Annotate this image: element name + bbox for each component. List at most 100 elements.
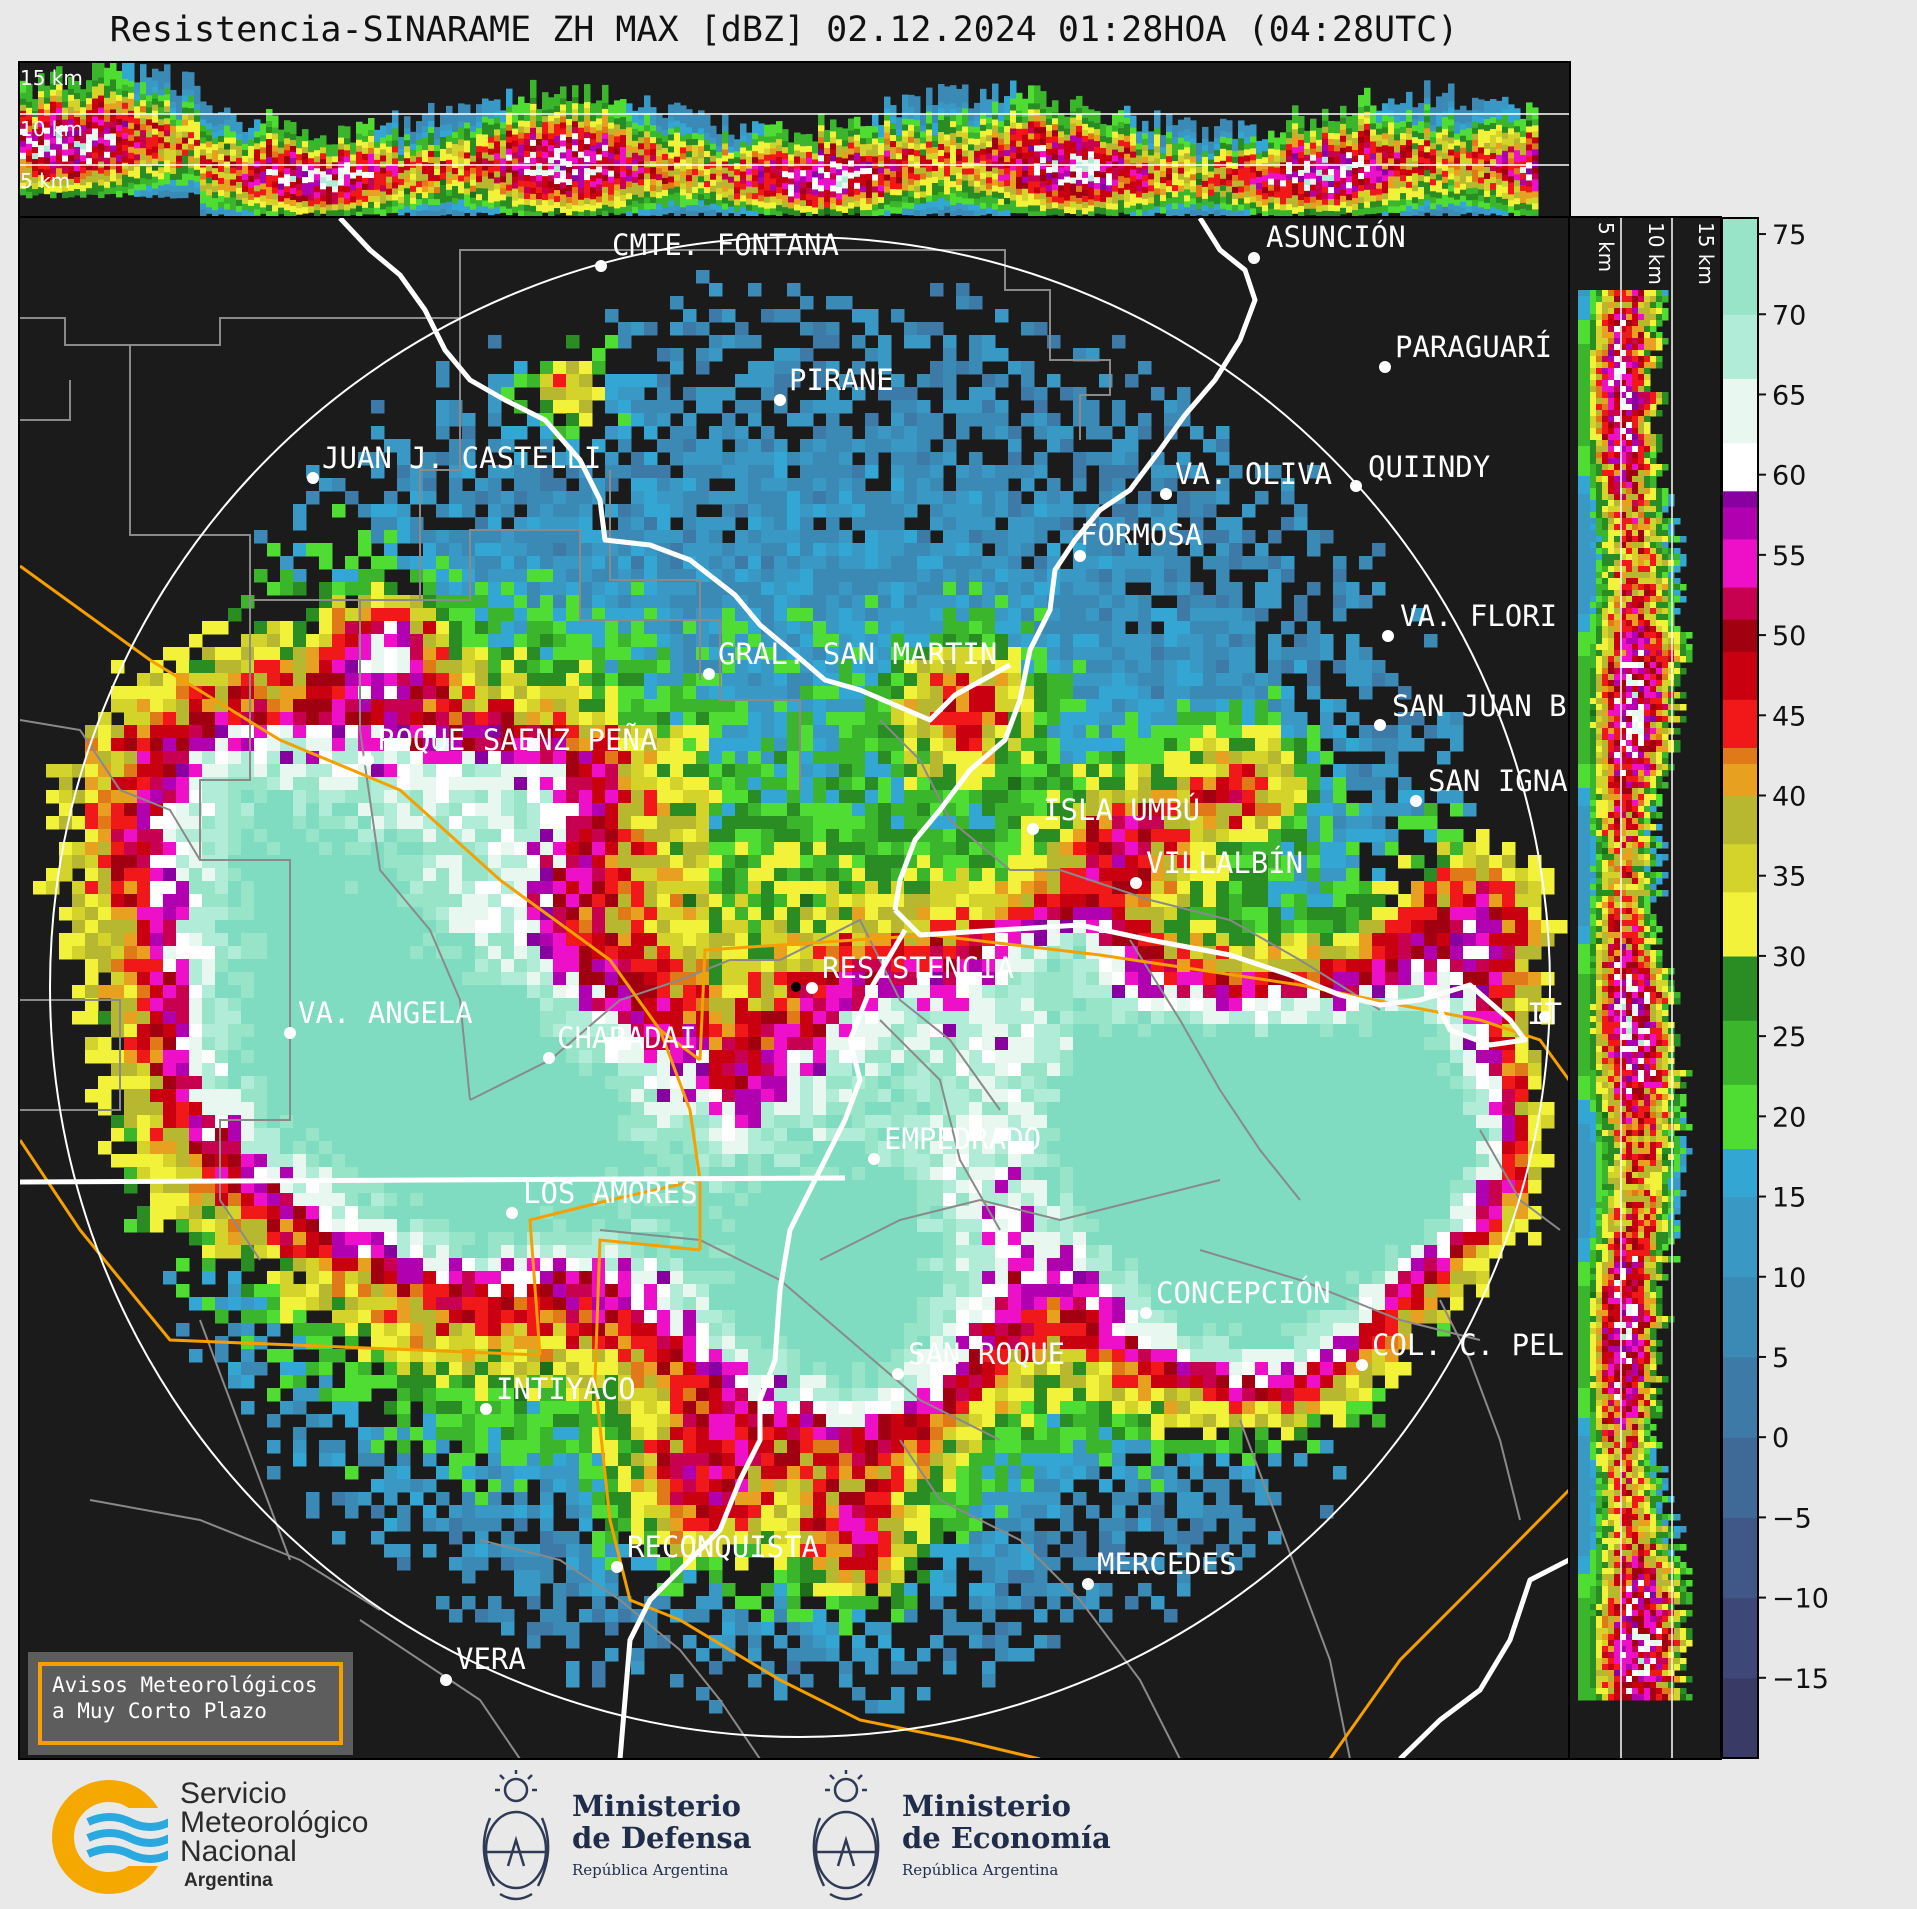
city-dot — [480, 1403, 492, 1415]
right-level-10km: 10 km — [1644, 222, 1668, 285]
colorbar-swatch — [1722, 1212, 1758, 1230]
department-borders — [20, 249, 1561, 1758]
colorbar-swatch — [1722, 1629, 1758, 1647]
city-marker: SAN IGNA — [1410, 764, 1568, 807]
right-level-15km: 15 km — [1694, 222, 1718, 285]
city-label: INTIYACO — [496, 1372, 636, 1406]
city-marker: CONCEPCIÓN — [1140, 1276, 1331, 1319]
city-dot — [1130, 877, 1142, 889]
city-dot — [1082, 1578, 1094, 1590]
colorbar-swatch — [1722, 667, 1758, 684]
colorbar-swatch — [1722, 1373, 1758, 1390]
city-label: ROQUE SAENZ PEÑA — [378, 723, 657, 757]
right-level-5km: 5 km — [1594, 222, 1618, 272]
colorbar-swatch — [1722, 1084, 1758, 1101]
national-coat-of-arms-icon — [812, 1770, 880, 1901]
city-marker: PARAGUARÍ — [1379, 330, 1552, 373]
colorbar-swatch — [1722, 891, 1758, 909]
city-marker: RECONQUISTA — [611, 1530, 819, 1573]
colorbar-swatches — [1722, 218, 1758, 1759]
colorbar-swatch — [1722, 1469, 1758, 1486]
colorbar-swatch — [1722, 1340, 1758, 1358]
colorbar-swatch — [1722, 1485, 1758, 1502]
colorbar-tick-label: 50 — [1772, 621, 1806, 652]
city-dot — [440, 1674, 452, 1686]
right-cross-section-echo — [1578, 290, 1693, 1701]
city-label: SAN JUAN B — [1392, 689, 1567, 723]
city-marker: SAN JUAN B — [1374, 689, 1567, 731]
city-marker: VA. OLIVA — [1160, 457, 1332, 500]
colorbar-tick-label: 75 — [1772, 220, 1806, 251]
economia-line-1: Ministerio — [902, 1789, 1072, 1823]
colorbar-swatch — [1722, 1068, 1758, 1085]
city-dot — [543, 1052, 555, 1064]
smn-line-2: Meteorológico — [180, 1806, 369, 1839]
colorbar-swatch — [1722, 875, 1758, 893]
national-coat-of-arms-icon — [482, 1770, 550, 1901]
avisos-badge[interactable]: Avisos Meteorológicos a Muy Corto Plazo — [28, 1652, 353, 1755]
colorbar-swatch — [1722, 490, 1758, 508]
colorbar-swatch — [1722, 1453, 1758, 1470]
city-dot — [703, 668, 715, 680]
city-dot — [774, 394, 786, 406]
city-dot — [1248, 252, 1260, 264]
colorbar-swatch — [1722, 250, 1758, 267]
colorbar-swatch — [1722, 1677, 1758, 1695]
colorbar-swatch — [1722, 570, 1758, 588]
city-label: RESISTENCIA — [822, 951, 1014, 985]
colorbar-swatch — [1722, 1244, 1758, 1262]
colorbar-swatch — [1722, 218, 1758, 235]
colorbar-tick-label: 30 — [1772, 942, 1806, 973]
colorbar-swatch — [1722, 330, 1758, 347]
city-label: IT — [1527, 997, 1562, 1031]
city-label: PIRANE — [789, 363, 894, 397]
colorbar-swatch — [1722, 1116, 1758, 1133]
city-label: VA. ANGELA — [298, 996, 473, 1030]
city-dot — [1356, 1359, 1368, 1371]
colorbar-swatch — [1722, 907, 1758, 925]
city-label: CONCEPCIÓN — [1156, 1276, 1331, 1310]
colorbar-tick-label: 60 — [1772, 461, 1806, 492]
city-dot — [611, 1561, 623, 1573]
colorbar-swatch — [1722, 1020, 1758, 1037]
city-dot — [1410, 795, 1422, 807]
city-label: VERA — [456, 1642, 526, 1676]
city-marker: RESISTENCIA — [806, 951, 1014, 994]
colorbar-swatch — [1722, 1709, 1758, 1727]
colorbar-swatch — [1722, 522, 1758, 540]
colorbar-swatch — [1722, 538, 1758, 556]
city-label: VILLALBÍN — [1146, 846, 1303, 880]
colorbar-swatch — [1722, 811, 1758, 829]
colorbar-tick-label: −5 — [1772, 1503, 1812, 1534]
city-dot — [1160, 488, 1172, 500]
city-marker: EMPEDRADO — [868, 1122, 1041, 1165]
city-marker: VILLALBÍN — [1130, 846, 1303, 889]
city-marker: IT — [1527, 997, 1562, 1031]
reflectivity-echo-layer — [33, 270, 1568, 1714]
city-label: LOS AMORES — [523, 1176, 698, 1210]
colorbar-swatch — [1722, 635, 1758, 652]
city-label: JUAN J. CASTELLI — [322, 441, 601, 475]
colorbar-swatch — [1722, 699, 1758, 716]
avisos-line-2: a Muy Corto Plazo — [52, 1699, 267, 1723]
colorbar-tick-label: −10 — [1772, 1584, 1829, 1615]
colorbar-swatch — [1722, 955, 1758, 973]
colorbar-swatch — [1722, 1661, 1758, 1679]
city-marker: PIRANE — [774, 363, 894, 406]
colorbar-tick-label: 15 — [1772, 1183, 1806, 1214]
colorbar-swatch — [1722, 1100, 1758, 1117]
colorbar-swatch — [1722, 458, 1758, 476]
colorbar-swatch — [1722, 1004, 1758, 1021]
colorbar-swatch — [1722, 1148, 1758, 1166]
colorbar-swatch — [1722, 1052, 1758, 1069]
city-dot — [284, 1027, 296, 1039]
city-dot — [307, 472, 319, 484]
city-marker: VA. FLORI — [1382, 599, 1557, 642]
smn-emblem-icon — [52, 1780, 168, 1894]
colorbar-swatch — [1722, 715, 1758, 732]
colorbar-swatch — [1722, 1501, 1758, 1518]
colorbar-swatch — [1722, 1196, 1758, 1214]
city-dot — [1382, 630, 1394, 642]
colorbar-tick-label: −15 — [1772, 1664, 1829, 1695]
